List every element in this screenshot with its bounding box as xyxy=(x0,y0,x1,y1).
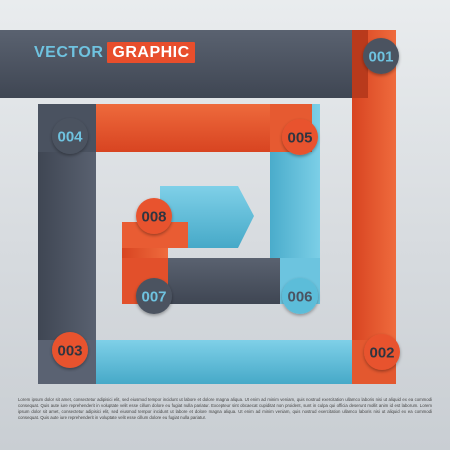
segment-001-top xyxy=(0,30,368,98)
footer-lorem-text: Lorem ipsum dolor sit amet, consectetur … xyxy=(18,397,432,420)
badge-circle xyxy=(363,38,399,74)
badge-label: 008 xyxy=(141,209,166,226)
badge-006: 006 xyxy=(282,278,318,314)
segment-005-top xyxy=(78,104,312,152)
badge-007: 007 xyxy=(136,278,172,314)
badge-label: 002 xyxy=(369,345,394,362)
badge-label: 005 xyxy=(287,130,312,147)
badge-circle xyxy=(52,118,88,154)
badge-label: 001 xyxy=(368,49,393,66)
badge-circle xyxy=(364,334,400,370)
badge-circle xyxy=(136,198,172,234)
title-word-vector: VECTOR xyxy=(34,44,104,61)
badge-002: 002 xyxy=(364,334,400,370)
badge-008: 008 xyxy=(136,198,172,234)
badge-004: 004 xyxy=(52,118,88,154)
segment-002-right xyxy=(352,30,396,360)
badge-circle xyxy=(282,278,318,314)
badge-circle xyxy=(282,119,318,155)
badge-label: 003 xyxy=(57,343,82,360)
badge-label: 007 xyxy=(141,289,166,306)
segment-003-bottom xyxy=(96,340,396,384)
title-word-graphic: GRAPHIC xyxy=(107,42,195,63)
segment-002-fold xyxy=(352,30,368,98)
segment-007-bottom xyxy=(152,258,320,304)
segment-008-fold xyxy=(122,222,188,248)
badge-001: 001 xyxy=(363,38,399,74)
badge-003: 003 xyxy=(52,332,88,368)
segment-008-top xyxy=(160,186,254,248)
page-title: VECTOR GRAPHIC xyxy=(34,42,195,63)
segment-004-left xyxy=(38,140,96,384)
badge-005: 005 xyxy=(282,119,318,155)
badge-circle xyxy=(136,278,172,314)
badge-label: 004 xyxy=(57,129,83,146)
badge-circle xyxy=(52,332,88,368)
badge-label: 006 xyxy=(287,289,312,306)
